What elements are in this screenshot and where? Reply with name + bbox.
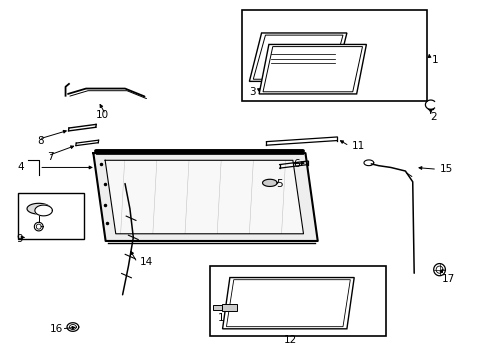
Text: 13: 13	[217, 313, 230, 323]
Text: 8: 8	[37, 136, 44, 145]
Text: 15: 15	[439, 164, 452, 174]
Text: 14: 14	[140, 257, 153, 267]
FancyBboxPatch shape	[212, 305, 221, 310]
Polygon shape	[27, 203, 50, 214]
Polygon shape	[249, 33, 346, 81]
Text: 2: 2	[429, 112, 435, 122]
Text: 10: 10	[96, 111, 109, 121]
FancyBboxPatch shape	[18, 193, 83, 239]
Text: 12: 12	[283, 334, 296, 345]
Text: 6: 6	[293, 159, 299, 169]
FancyBboxPatch shape	[210, 266, 385, 336]
Polygon shape	[93, 153, 317, 241]
Text: 16: 16	[49, 324, 62, 334]
Text: 5: 5	[276, 179, 282, 189]
Text: 9: 9	[16, 234, 23, 244]
Polygon shape	[262, 179, 277, 186]
Text: 7: 7	[47, 152, 54, 162]
Polygon shape	[105, 160, 303, 234]
Text: 11: 11	[351, 141, 364, 151]
Text: 4: 4	[18, 162, 24, 172]
Polygon shape	[259, 44, 366, 94]
Polygon shape	[35, 205, 52, 216]
Polygon shape	[222, 278, 353, 329]
Text: 3: 3	[249, 87, 256, 97]
Text: 1: 1	[431, 55, 438, 65]
FancyBboxPatch shape	[242, 10, 427, 101]
FancyBboxPatch shape	[221, 304, 237, 311]
Text: 17: 17	[441, 274, 454, 284]
